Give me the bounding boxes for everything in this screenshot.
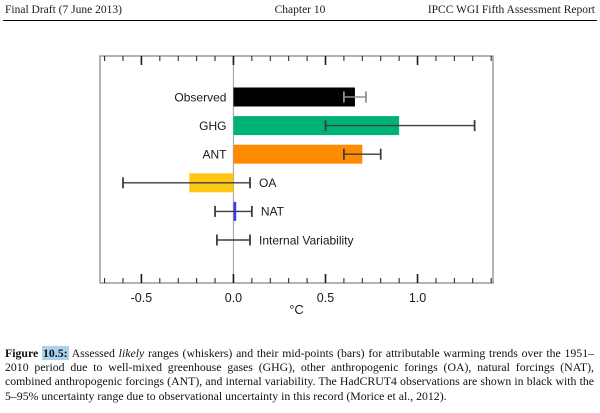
- plot-border: [99, 55, 494, 284]
- x-tick-label: -0.5: [131, 291, 153, 305]
- series-label-ant: ANT: [202, 148, 227, 162]
- figure-caption: Figure 10.5: Assessed likely ranges (whi…: [5, 346, 594, 403]
- figure-number: 10.5:: [41, 346, 69, 360]
- caption-text-lead: Assessed: [68, 346, 119, 360]
- series-label-nat: NAT: [261, 205, 285, 219]
- caption-italic-term: likely: [118, 346, 145, 360]
- figure-label: Figure: [5, 346, 42, 360]
- series-label-ghg: GHG: [199, 119, 226, 133]
- x-tick-label: 0.5: [317, 291, 334, 305]
- series-label-internal-variability: Internal Variability: [259, 233, 354, 247]
- x-axis-unit-label: °C: [289, 302, 304, 317]
- series-label-observed: Observed: [174, 90, 226, 104]
- header-draft-status: Final Draft (7 June 2013): [5, 4, 122, 16]
- series-label-oa: OA: [259, 176, 276, 190]
- chart-canvas: -0.5 0.0 0.5 1.0 °C Observed GHG ANT OA NAT Intern…: [99, 55, 494, 317]
- attribution-bar-chart: -0.5 0.0 0.5 1.0 °C Observed GHG ANT OA NAT Intern…: [99, 55, 494, 317]
- header-chapter: Chapter 10: [274, 4, 326, 16]
- x-tick-label: 1.0: [409, 291, 426, 305]
- bar-observed: [233, 87, 355, 107]
- bar-ghg: [233, 116, 400, 136]
- page-header: Final Draft (7 June 2013) Chapter 10 IPC…: [3, 2, 597, 21]
- caption-text-body: ranges (whiskers) and their mid-points (…: [5, 346, 594, 403]
- x-tick-label: 0.0: [225, 291, 242, 305]
- header-report-title: IPCC WGI Fifth Assessment Report: [427, 4, 595, 16]
- bar-ant: [233, 144, 363, 164]
